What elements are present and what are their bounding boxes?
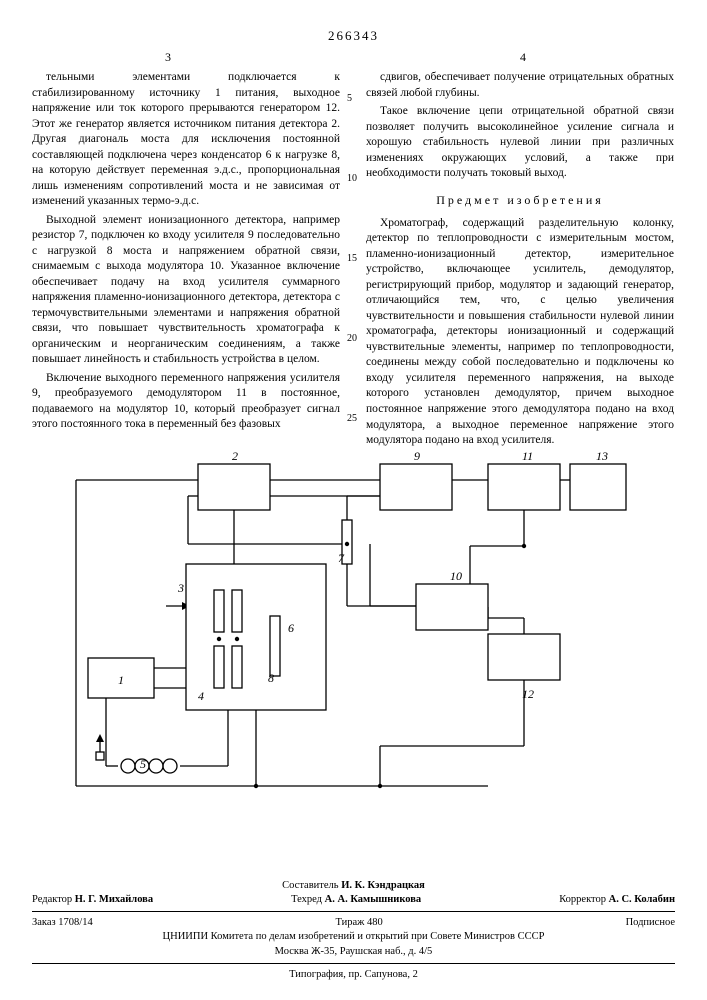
- editor-label: Редактор: [32, 894, 72, 905]
- schematic-figure: 12345678910111213: [70, 446, 630, 806]
- svg-text:6: 6: [288, 621, 294, 635]
- org-line: ЦНИИПИ Комитета по делам изобретений и о…: [32, 930, 675, 944]
- page-number-right: 4: [520, 50, 526, 65]
- tech-name: А. А. Камышникова: [325, 894, 422, 905]
- editor-name: Н. Г. Михайлова: [75, 894, 153, 905]
- svg-text:8: 8: [268, 671, 274, 685]
- svg-text:9: 9: [414, 449, 420, 463]
- right-column: сдвигов, обеспечивает получение отрицате…: [366, 70, 674, 452]
- svg-text:4: 4: [198, 689, 204, 703]
- corrector-label: Корректор: [559, 894, 606, 905]
- svg-text:2: 2: [232, 449, 238, 463]
- svg-text:3: 3: [177, 581, 184, 595]
- doc-number: 266343: [0, 28, 707, 44]
- footer: Составитель И. К. Кэндрацкая Редактор Н.…: [32, 879, 675, 982]
- svg-text:11: 11: [522, 449, 533, 463]
- svg-text:7: 7: [338, 551, 345, 565]
- page-number-left: 3: [165, 50, 171, 65]
- svg-text:5: 5: [140, 757, 146, 771]
- paragraph: Выходной элемент ионизационного детектор…: [32, 213, 340, 368]
- typography-line: Типография, пр. Сапунова, 2: [32, 968, 675, 982]
- paragraph: сдвигов, обеспечивает получение отрицате…: [366, 70, 674, 101]
- order-number: Заказ 1708/14: [32, 916, 93, 930]
- compiler-name: И. К. Кэндрацкая: [341, 880, 425, 891]
- subscription: Подписное: [626, 916, 675, 930]
- tirazh: Тираж 480: [335, 916, 382, 930]
- paragraph: Хроматограф, содержащий разделительную к…: [366, 216, 674, 449]
- svg-text:1: 1: [118, 673, 124, 687]
- svg-text:13: 13: [596, 449, 608, 463]
- addr-line: Москва Ж-35, Раушская наб., д. 4/5: [32, 945, 675, 959]
- paragraph: Такое включение цепи отрицательной обрат…: [366, 104, 674, 182]
- tech-label: Техред: [291, 894, 322, 905]
- section-title: Предмет изобретения: [366, 192, 674, 208]
- paragraph: Включение выходного переменного напряжен…: [32, 371, 340, 433]
- compiler-label: Составитель: [282, 880, 338, 891]
- left-column: тельными элементами подключается к стаби…: [32, 70, 340, 452]
- svg-text:10: 10: [450, 569, 462, 583]
- corrector-name: А. С. Колабин: [609, 894, 675, 905]
- paragraph: тельными элементами подключается к стаби…: [32, 70, 340, 210]
- svg-text:12: 12: [522, 687, 534, 701]
- body-columns: тельными элементами подключается к стаби…: [32, 70, 675, 452]
